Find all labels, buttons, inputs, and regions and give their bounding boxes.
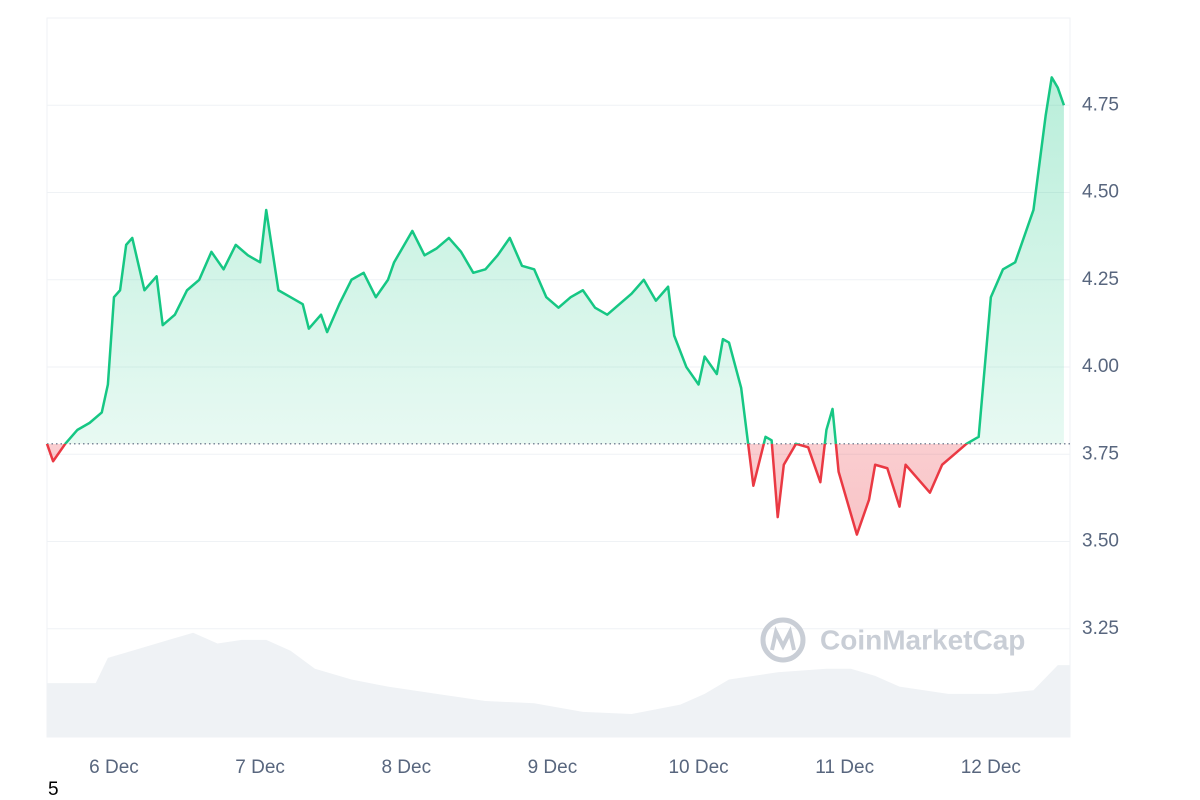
y-tick-label: 4.50 — [1082, 182, 1119, 203]
y-tick-label: 4.75 — [1082, 94, 1119, 115]
x-tick-label: 9 Dec — [528, 757, 578, 778]
price-line-down — [45, 443, 969, 536]
watermark: CoinMarketCap — [760, 617, 1025, 663]
y-tick-label: 3.75 — [1082, 443, 1119, 464]
price-line-up — [47, 76, 1066, 444]
y-tick-label: 4.00 — [1082, 356, 1119, 377]
y-tick-label: 3.25 — [1082, 618, 1119, 639]
watermark-logo — [760, 617, 806, 663]
x-tick-label: 12 Dec — [961, 757, 1021, 778]
area-up — [65, 77, 1064, 444]
x-tick-label: 10 Dec — [668, 757, 728, 778]
y-tick-label: 4.25 — [1082, 269, 1119, 290]
y-tick-label: 3.50 — [1082, 531, 1119, 552]
area-down — [47, 443, 1064, 535]
x-tick-label: 7 Dec — [235, 757, 285, 778]
x-tick-label: 11 Dec — [815, 757, 874, 778]
footer-text: 5 — [48, 779, 59, 800]
x-tick-label: 8 Dec — [381, 757, 431, 778]
volume-area — [47, 632, 1070, 737]
watermark-text: CoinMarketCap — [820, 624, 1025, 655]
x-tick-label: 6 Dec — [89, 757, 139, 778]
watermark-logo-m — [770, 626, 796, 651]
